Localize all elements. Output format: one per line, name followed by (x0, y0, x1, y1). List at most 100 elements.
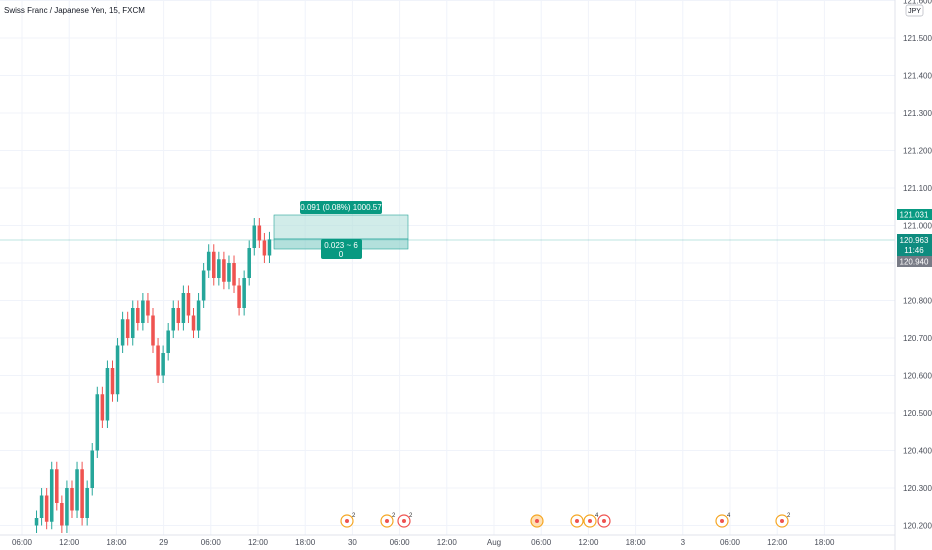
time-tick-label: 06:00 (12, 538, 33, 547)
candle-body (242, 278, 246, 308)
candle-body (110, 368, 115, 395)
time-tick-label: 12:00 (437, 538, 458, 547)
candle-body (166, 330, 170, 353)
event-count: 2 (409, 513, 413, 519)
event-icon[interactable]: 2 (380, 513, 396, 528)
candle-body (206, 251, 211, 271)
price-tick-label: 120.600 (903, 372, 932, 381)
candle-body (34, 518, 39, 526)
candle-body (196, 300, 201, 331)
target-price-tag: 121.031 (897, 209, 932, 220)
candle-body (247, 248, 251, 278)
candle-body (44, 495, 49, 522)
price-tick-label: 120.400 (903, 447, 932, 456)
price-tick-label: 120.500 (903, 409, 932, 418)
time-tick-label: 12:00 (59, 538, 80, 547)
time-tick-label: 18:00 (626, 538, 647, 547)
candle-body (120, 319, 125, 346)
candle-body (262, 240, 267, 256)
candle-body (55, 469, 59, 503)
event-icon[interactable] (597, 514, 611, 528)
candle-body (105, 368, 110, 421)
position-upper-tag: 0.091 (0.08%) 1000.57 (300, 201, 382, 214)
price-tick-label: 120.800 (903, 297, 932, 306)
candle-body (171, 308, 176, 331)
candle-body (232, 263, 236, 286)
event-count: 4 (727, 513, 731, 519)
time-tick-label: 12:00 (248, 538, 269, 547)
events-row[interactable]: 2 2 2 4 4 2 (340, 513, 791, 528)
candle-body (85, 488, 89, 518)
bar-countdown: 11:46 (904, 246, 924, 255)
event-icon[interactable]: 2 (397, 513, 413, 528)
price-tick-label: 120.200 (903, 522, 932, 531)
prev-close-tag: 120.940 (897, 256, 932, 267)
candle-body (191, 315, 196, 331)
time-tick-label: 29 (159, 538, 168, 547)
candle-body (70, 488, 74, 511)
time-tick-label: 06:00 (720, 538, 741, 547)
candle-body (49, 469, 54, 522)
event-icon[interactable]: 4 (715, 513, 731, 528)
candle-body (151, 315, 155, 346)
price-tick-label: 121.500 (903, 34, 932, 43)
position-lower-tag: 0.023 ~ 6 0 (321, 239, 362, 259)
candle-body (156, 345, 160, 376)
candle-body (125, 319, 130, 338)
event-icon[interactable] (570, 514, 584, 528)
event-icon[interactable]: 2 (775, 513, 791, 528)
candle-body (39, 495, 44, 518)
symbol-title: Swiss Franc / Japanese Yen, 15, FXCM (4, 6, 145, 15)
candlestick-series[interactable] (34, 218, 272, 533)
price-tick-label: 121.300 (903, 109, 932, 118)
candle-body (136, 308, 140, 323)
candle-body (90, 450, 95, 488)
price-tick-label: 121.400 (903, 72, 932, 81)
time-tick-label: 06:00 (531, 538, 552, 547)
time-tick-label: 06:00 (390, 538, 411, 547)
time-tick-label: 18:00 (295, 538, 316, 547)
time-tick-label: 12:00 (578, 538, 599, 547)
candle-body (217, 259, 221, 278)
candle-body (115, 345, 120, 395)
position-lower-label-2: 0 (339, 250, 344, 259)
event-icon[interactable]: 2 (340, 513, 356, 528)
price-axis[interactable]: 121.600 121.500 121.400 121.300 121.200 121.1… (903, 0, 932, 531)
time-axis[interactable]: 06:00 12:00 18:00 29 06:00 12:00 18:00 30 06:00 1… (12, 538, 835, 547)
candle-body (257, 225, 262, 241)
position-profit-zone[interactable] (273, 214, 409, 240)
price-tick-label: 121.600 (903, 0, 932, 6)
event-count: 2 (352, 513, 356, 519)
price-tick-label: 121.000 (903, 222, 932, 231)
time-tick-label: 30 (348, 538, 357, 547)
price-tick-label: 121.200 (903, 147, 932, 156)
candle-body (211, 251, 216, 278)
time-tick-label: 06:00 (201, 538, 222, 547)
event-icon[interactable] (530, 514, 544, 528)
time-tick-label: 12:00 (767, 538, 788, 547)
price-tick-label: 121.100 (903, 184, 932, 193)
time-tick-label: 18:00 (106, 538, 127, 547)
event-icon[interactable]: 4 (583, 513, 599, 528)
candle-body (60, 503, 64, 526)
last-price-tag: 120.963 11:46 (897, 234, 932, 256)
price-tick-label: 120.700 (903, 334, 932, 343)
candle-body (146, 300, 150, 316)
candle-body (181, 293, 186, 323)
time-tick-label: Aug (487, 538, 501, 547)
position-upper-label: 0.091 (0.08%) 1000.57 (300, 203, 382, 212)
event-count: 2 (392, 513, 396, 519)
time-tick-label: 18:00 (814, 538, 835, 547)
chart-grid (0, 0, 895, 535)
currency-label: JPY (908, 8, 921, 15)
candle-body (267, 239, 272, 256)
event-count: 2 (787, 513, 791, 519)
candle-body (130, 308, 135, 338)
currency-button[interactable]: JPY (905, 4, 924, 17)
candle-body (201, 270, 206, 301)
candle-body (176, 308, 181, 323)
candle-body (252, 225, 257, 248)
last-price-value: 120.963 (900, 236, 929, 245)
position-lower-label-1: 0.023 ~ 6 (324, 241, 358, 250)
